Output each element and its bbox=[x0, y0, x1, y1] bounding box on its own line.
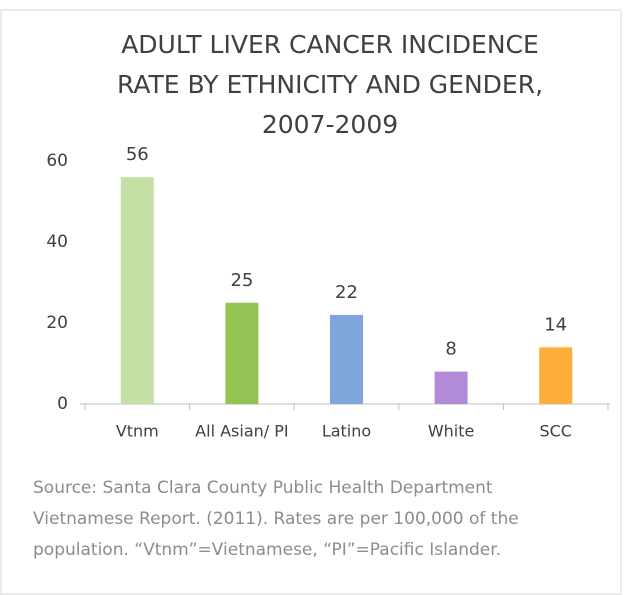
y-tick-label: 40 bbox=[46, 232, 68, 252]
chart-title: ADULT LIVER CANCER INCIDENCE bbox=[121, 30, 539, 59]
value-label: 22 bbox=[335, 282, 358, 303]
x-tick-label: SCC bbox=[539, 422, 572, 441]
y-tick-label: 20 bbox=[46, 313, 68, 333]
bar bbox=[434, 371, 468, 404]
x-tick-label: All Asian/ PI bbox=[195, 422, 288, 441]
bar bbox=[330, 314, 363, 404]
chart-title: 2007-2009 bbox=[262, 110, 398, 139]
chart-title: RATE BY ETHNICITY AND GENDER, bbox=[117, 70, 543, 99]
y-tick-label: 60 bbox=[46, 151, 68, 171]
y-tick-label: 0 bbox=[57, 394, 68, 414]
source-note: Vietnamese Report. (2011). Rates are per… bbox=[33, 509, 519, 529]
x-tick-label: White bbox=[428, 422, 475, 441]
value-label: 56 bbox=[126, 144, 149, 165]
value-label: 8 bbox=[445, 339, 456, 360]
value-label: 14 bbox=[544, 314, 567, 335]
source-note: Source: Santa Clara County Public Health… bbox=[33, 478, 493, 498]
bar bbox=[539, 347, 573, 404]
x-tick-label: Vtnm bbox=[116, 422, 159, 441]
bar bbox=[120, 177, 154, 404]
frame bbox=[0, 9, 622, 595]
bar bbox=[225, 302, 259, 404]
source-note: population. “Vtnm”=Vietnamese, “PI”=Paci… bbox=[33, 540, 501, 560]
x-tick-label: Latino bbox=[322, 422, 371, 441]
value-label: 25 bbox=[230, 270, 253, 291]
